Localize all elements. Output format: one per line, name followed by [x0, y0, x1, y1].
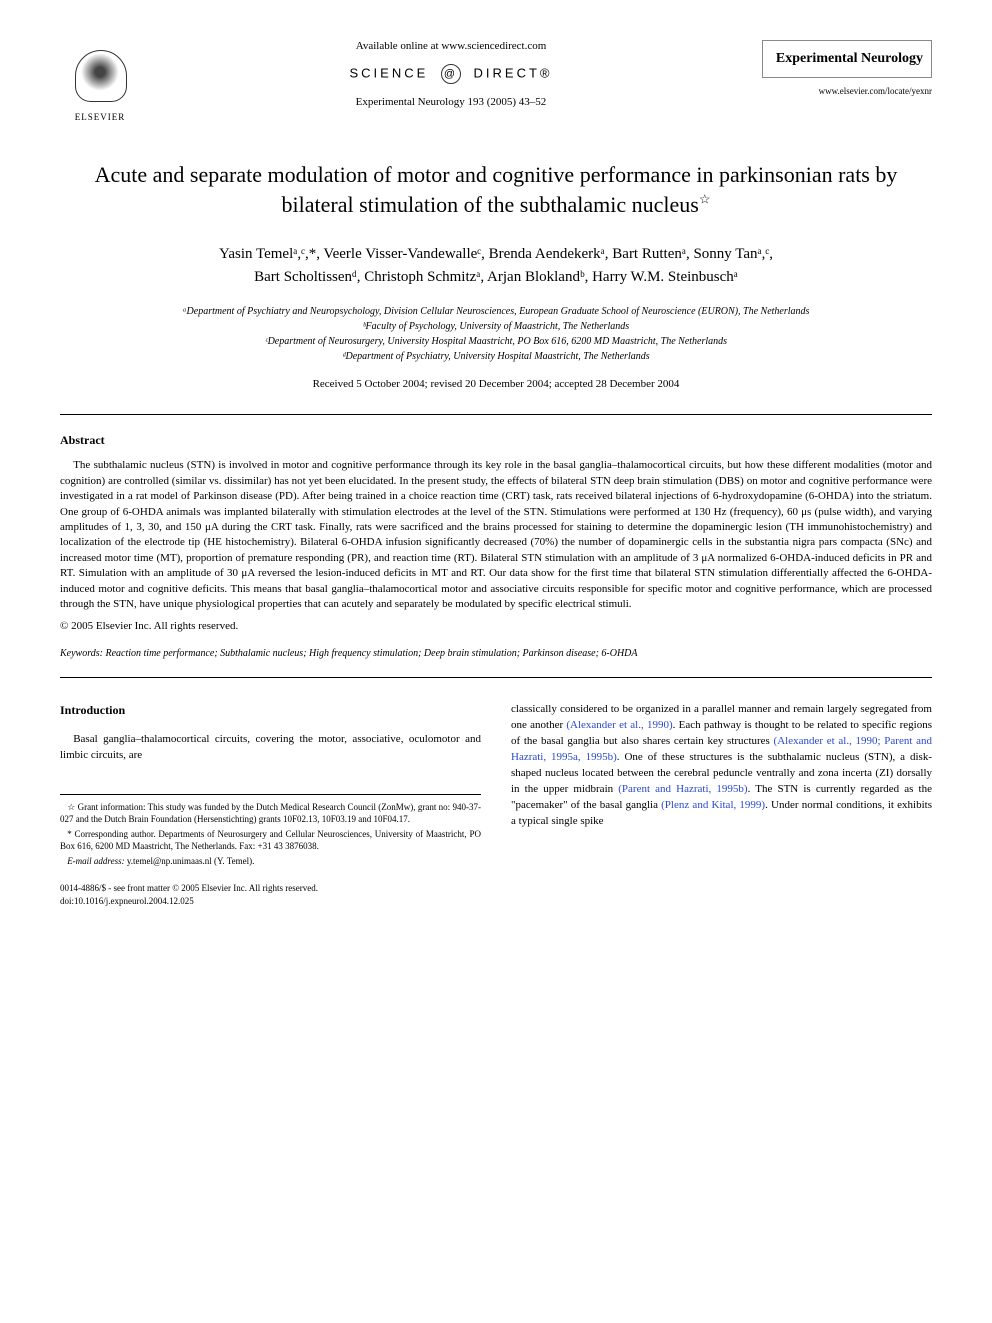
elsevier-tree-icon	[70, 48, 130, 108]
journal-citation: Experimental Neurology 193 (2005) 43–52	[160, 96, 742, 108]
elsevier-logo: ELSEVIER	[60, 40, 140, 130]
header-row: ELSEVIER Available online at www.science…	[60, 40, 932, 130]
sd-at-icon: @	[441, 64, 461, 84]
available-online-text: Available online at www.sciencedirect.co…	[160, 40, 742, 52]
abstract-body: The subthalamic nucleus (STN) is involve…	[60, 458, 932, 612]
title-star-icon: ☆	[699, 191, 711, 206]
affiliations-block: ᵃDepartment of Psychiatry and Neuropsych…	[60, 304, 932, 364]
affiliation-a: ᵃDepartment of Psychiatry and Neuropsych…	[60, 304, 932, 319]
title-text: Acute and separate modulation of motor a…	[95, 162, 898, 217]
affiliation-d: ᵈDepartment of Psychiatry, University Ho…	[60, 349, 932, 364]
journal-url: www.elsevier.com/locate/yexnr	[762, 86, 932, 96]
abstract-copyright: © 2005 Elsevier Inc. All rights reserved…	[60, 620, 932, 632]
two-column-body: Introduction Basal ganglia–thalamocortic…	[60, 702, 932, 907]
footnote-corresponding: * Corresponding author. Departments of N…	[60, 828, 481, 853]
ref-plenz-kital-1999[interactable]: (Plenz and Kital, 1999)	[661, 799, 765, 811]
doi-line: doi:10.1016/j.expneurol.2004.12.025	[60, 895, 481, 908]
sd-left: SCIENCE	[349, 65, 428, 80]
intro-left-para: Basal ganglia–thalamocortical circuits, …	[60, 732, 481, 764]
left-column: Introduction Basal ganglia–thalamocortic…	[60, 702, 481, 907]
center-header: Available online at www.sciencedirect.co…	[140, 40, 762, 108]
footnote-grant: ☆ Grant information: This study was fund…	[60, 801, 481, 826]
article-dates: Received 5 October 2004; revised 20 Dece…	[60, 378, 932, 390]
journal-box: Experimental Neurology www.elsevier.com/…	[762, 40, 932, 96]
ref-parent-hazrati-1995b[interactable]: (Parent and Hazrati, 1995b)	[618, 783, 747, 795]
journal-title-box: Experimental Neurology	[762, 40, 932, 78]
intro-right-para: classically considered to be organized i…	[511, 702, 932, 830]
abstract-heading: Abstract	[60, 433, 932, 448]
issn-line: 0014-4886/$ - see front matter © 2005 El…	[60, 882, 481, 895]
keywords-line: Keywords: Reaction time performance; Sub…	[60, 648, 932, 659]
divider-bottom	[60, 677, 932, 678]
authors-block: Yasin Temelᵃ,ᶜ,*, Veerle Visser-Vandewal…	[60, 243, 932, 288]
sd-right: DIRECT®	[474, 65, 553, 80]
email-label: E-mail address:	[67, 856, 124, 866]
authors-line-1: Yasin Temelᵃ,ᶜ,*, Veerle Visser-Vandewal…	[219, 246, 773, 262]
elsevier-label: ELSEVIER	[75, 112, 126, 122]
article-title: Acute and separate modulation of motor a…	[80, 160, 912, 219]
affiliation-c: ᶜDepartment of Neurosurgery, University …	[60, 334, 932, 349]
ref-alexander-1990[interactable]: (Alexander et al., 1990)	[566, 719, 672, 731]
keywords-label: Keywords:	[60, 648, 103, 659]
authors-line-2: Bart Scholtissenᵈ, Christoph Schmitzᵃ, A…	[254, 269, 738, 285]
science-direct-logo: SCIENCE @ DIRECT®	[160, 64, 742, 84]
right-column: classically considered to be organized i…	[511, 702, 932, 907]
footnote-email: E-mail address: y.temel@np.unimaas.nl (Y…	[60, 855, 481, 868]
divider-top	[60, 414, 932, 415]
intro-heading: Introduction	[60, 702, 481, 719]
bottom-left-meta: 0014-4886/$ - see front matter © 2005 El…	[60, 882, 481, 908]
email-value: y.temel@np.unimaas.nl (Y. Temel).	[125, 856, 255, 866]
footnotes-block: ☆ Grant information: This study was fund…	[60, 794, 481, 868]
keywords-text: Reaction time performance; Subthalamic n…	[103, 648, 638, 659]
affiliation-b: ᵇFaculty of Psychology, University of Ma…	[60, 319, 932, 334]
